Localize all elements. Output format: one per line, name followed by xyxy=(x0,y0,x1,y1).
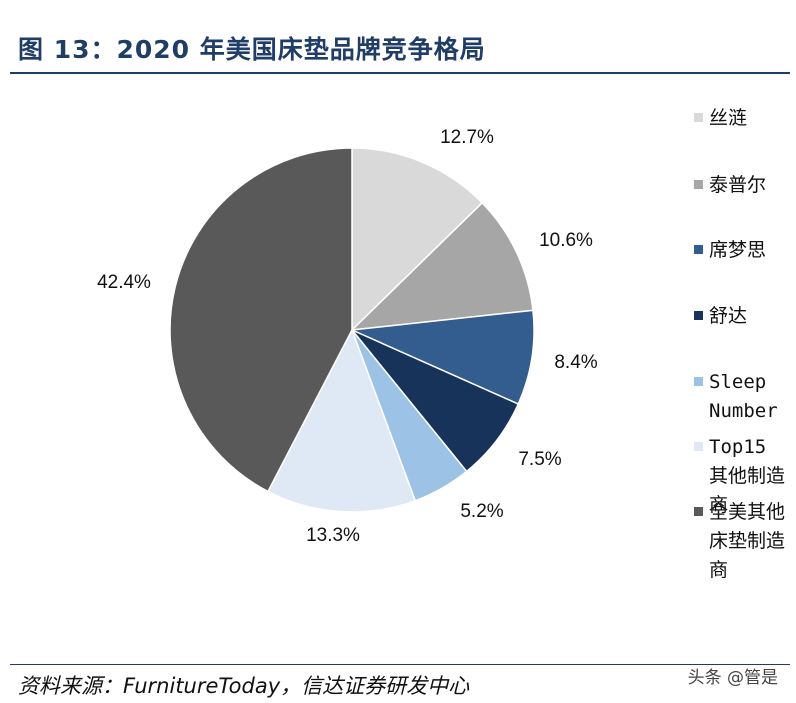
slice-data-label: 7.5% xyxy=(518,449,561,470)
legend-label: 席梦思 xyxy=(709,239,767,261)
pie-data-labels: 12.7% 10.6% 8.4% 7.5% 5.2% 13.3% 42.4% xyxy=(97,127,598,546)
legend-swatch xyxy=(694,245,703,254)
slice-data-label: 12.7% xyxy=(440,127,494,148)
legend-label: Top15其他制造商 xyxy=(709,436,786,516)
pie-slice xyxy=(349,309,535,406)
legend-item: 席梦思 xyxy=(694,236,785,265)
slice-data-label: 42.4% xyxy=(97,272,151,293)
source-divider xyxy=(10,664,790,665)
legend-item: Top15其他制造商 xyxy=(694,433,785,520)
pie-slice xyxy=(349,201,534,331)
legend-item: 丝涟 xyxy=(694,104,785,133)
legend-label: 丝涟 xyxy=(709,107,748,129)
legend-item: Sleep Number xyxy=(694,368,785,426)
legend-swatch xyxy=(694,507,703,516)
legend-swatch xyxy=(694,180,703,189)
slice-data-label: 13.3% xyxy=(306,525,360,546)
pie-slice xyxy=(351,147,484,332)
legend-label: 泰普尔 xyxy=(709,174,767,196)
chart-title: 图 13：2020 年美国床垫品牌竞争格局 xyxy=(18,35,486,64)
legend-swatch xyxy=(694,442,703,451)
pie-slice xyxy=(169,147,353,493)
slice-data-label: 8.4% xyxy=(554,352,597,373)
watermark: 头条 @管是 xyxy=(687,668,778,688)
legend-label: 舒达 xyxy=(709,305,748,327)
slice-data-label: 10.6% xyxy=(539,230,593,251)
pie-slice xyxy=(266,328,417,513)
legend-label: 全美其他床垫制造商 xyxy=(709,501,786,581)
title-divider xyxy=(10,72,790,74)
legend-item: 舒达 xyxy=(694,302,785,331)
legend-swatch xyxy=(694,113,703,122)
pie-slices xyxy=(169,147,535,513)
legend-item: 全美其他床垫制造商 xyxy=(694,498,785,585)
legend-swatch xyxy=(694,377,703,386)
legend-swatch xyxy=(694,311,703,320)
legend-label: Sleep Number xyxy=(709,371,778,422)
legend-item: 泰普尔 xyxy=(694,171,785,200)
slice-data-label: 5.2% xyxy=(460,501,503,522)
source-note: 资料来源：FurnitureToday，信达证券研发中心 xyxy=(18,674,470,698)
